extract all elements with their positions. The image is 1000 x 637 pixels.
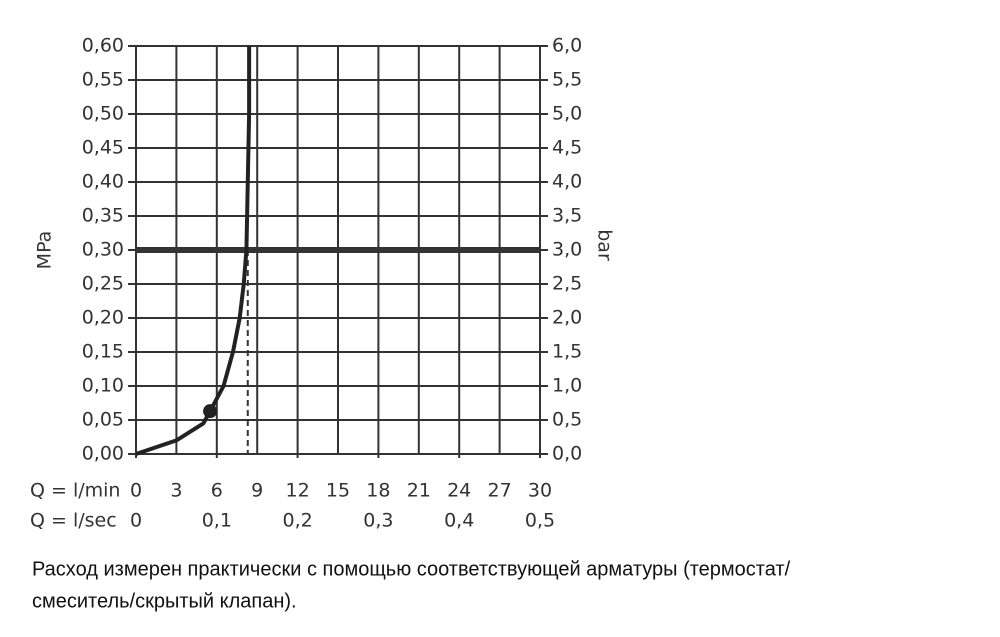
y-tick-label: 0,00 bbox=[82, 443, 124, 465]
y-tick-label: 0,40 bbox=[82, 171, 124, 193]
flow-curve bbox=[135, 46, 252, 456]
x2-tick-label: 0,4 bbox=[444, 510, 474, 532]
y2-tick-label: 6,0 bbox=[552, 35, 582, 57]
y2-tick-label: 0,0 bbox=[552, 443, 582, 465]
y-tick-label: 0,30 bbox=[82, 239, 124, 261]
x2-tick-label: 0,2 bbox=[282, 510, 312, 532]
x-tick-label: 0 bbox=[130, 480, 142, 502]
y2-tick-label: 3,5 bbox=[552, 205, 582, 227]
y2-tick-label: 1,0 bbox=[552, 375, 582, 397]
note: смеситель/скрытый клапан). bbox=[32, 590, 297, 612]
y-axis-label: MPa bbox=[34, 231, 56, 270]
y2-tick-label: 1,5 bbox=[552, 341, 582, 363]
x2-tick-label: 0,1 bbox=[202, 510, 232, 532]
y-tick-label: 0,55 bbox=[82, 69, 124, 91]
x-tick-label: 18 bbox=[366, 480, 390, 502]
y2-tick-label: 2,0 bbox=[552, 307, 582, 329]
y-tick-label: 0,25 bbox=[82, 273, 124, 295]
y2-tick-label: 5,5 bbox=[552, 69, 582, 91]
y2-axis-label: bar bbox=[594, 229, 616, 261]
y2-tick-label: 4,5 bbox=[552, 137, 582, 159]
y-tick-label: 0,60 bbox=[82, 35, 124, 57]
x-tick-label: 3 bbox=[170, 480, 182, 502]
y-tick-label: 0,45 bbox=[82, 137, 124, 159]
x2-tick-label: 0 bbox=[130, 510, 142, 532]
x-tick-label: 24 bbox=[447, 480, 471, 502]
y-tick-label: 0,05 bbox=[82, 409, 124, 431]
x-tick-label: 30 bbox=[528, 480, 552, 502]
note: Расход измерен практически с помощью соо… bbox=[32, 558, 791, 580]
y2-tick-label: 4,0 bbox=[552, 171, 582, 193]
y-tick-label: 0,15 bbox=[82, 341, 124, 363]
x-tick-label: 27 bbox=[488, 480, 512, 502]
y2-tick-label: 5,0 bbox=[552, 103, 582, 125]
x2-tick-label: 0,3 bbox=[363, 510, 393, 532]
x-tick-label: 15 bbox=[326, 480, 350, 502]
x-axis-label: Q = l/min bbox=[30, 480, 120, 502]
x2-tick-label: 0,5 bbox=[525, 510, 555, 532]
y-tick-label: 0,50 bbox=[82, 103, 124, 125]
x-tick-label: 21 bbox=[407, 480, 431, 502]
operating-point bbox=[203, 404, 218, 419]
y2-tick-label: 2,5 bbox=[552, 273, 582, 295]
x2-axis-label: Q = l/sec bbox=[30, 510, 117, 532]
y-tick-label: 0,10 bbox=[82, 375, 124, 397]
y-tick-label: 0,35 bbox=[82, 205, 124, 227]
y2-tick-label: 3,0 bbox=[552, 239, 582, 261]
y2-tick-label: 0,5 bbox=[552, 409, 582, 431]
x-tick-label: 6 bbox=[211, 480, 223, 502]
y-tick-label: 0,20 bbox=[82, 307, 124, 329]
x-tick-label: 12 bbox=[286, 480, 310, 502]
x-tick-label: 9 bbox=[251, 480, 263, 502]
